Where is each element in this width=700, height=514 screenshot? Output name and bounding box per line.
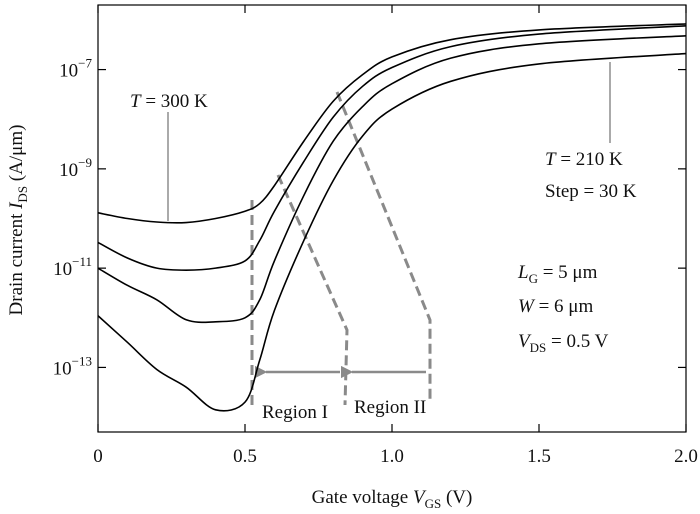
y-label-unit: (A/μm) <box>6 125 27 186</box>
y-label-sub: DS <box>15 186 30 203</box>
y-tick-base: 10 <box>59 61 78 82</box>
y-tick-exponent: −7 <box>78 56 92 71</box>
y-label-var: I <box>6 201 27 210</box>
series-line <box>97 25 687 271</box>
y-tick-exponent: −13 <box>72 353 92 368</box>
annotation-sub: DS <box>530 340 547 355</box>
annotation: T = 210 K <box>545 149 623 170</box>
x-label-var: V <box>413 487 427 508</box>
series-line <box>97 52 687 412</box>
x-tick-label: 2.0 <box>674 446 698 467</box>
annotation-sub: G <box>529 271 538 286</box>
y-axis-label: Drain current IDS (A/μm) <box>6 125 30 316</box>
annotation-var: V <box>518 331 532 352</box>
annotation-text: = 0.5 V <box>546 331 608 352</box>
annotation: Region I <box>262 402 328 423</box>
y-label-text: Drain current <box>6 209 27 316</box>
annotation-text: = 6 μm <box>534 296 594 317</box>
x-tick-label: 0 <box>93 446 103 467</box>
y-tick-base: 10 <box>59 160 78 181</box>
boundary-line <box>335 91 432 400</box>
annotation-text: = 5 μm <box>538 262 598 283</box>
annotation: LG = 5 μm <box>517 262 598 286</box>
annotation-text: = 210 K <box>556 149 623 170</box>
y-tick-base: 10 <box>53 358 72 379</box>
series-line <box>97 34 687 324</box>
annotation: T = 300 K <box>130 91 208 112</box>
annotation: W = 6 μm <box>518 296 593 317</box>
y-tick-exponent: −11 <box>72 254 92 269</box>
annotation-var: T <box>130 91 142 112</box>
y-tick-label: 10−7 <box>59 56 92 82</box>
annotation-var: T <box>545 149 557 170</box>
annotation-var: W <box>518 296 536 317</box>
series-line <box>97 23 687 224</box>
x-tick-label: 1.0 <box>380 446 404 467</box>
x-label-text: Gate voltage <box>312 487 413 508</box>
x-tick-label: 0.5 <box>233 446 257 467</box>
y-tick-exponent: −9 <box>78 155 92 170</box>
x-label-sub: GS <box>425 496 442 511</box>
annotation: Region II <box>354 397 426 418</box>
annotation-var: L <box>517 262 529 283</box>
x-tick-label: 1.5 <box>527 446 551 467</box>
x-axis-label: Gate voltage VGS (V) <box>312 487 473 511</box>
annotation-text: = 300 K <box>141 91 208 112</box>
y-tick-label: 10−9 <box>59 155 92 181</box>
plot-frame <box>97 4 687 433</box>
x-label-unit: (V) <box>441 487 472 508</box>
y-tick-label: 10−13 <box>53 353 92 379</box>
y-tick-label: 10−11 <box>53 254 92 280</box>
boundary-line <box>276 174 349 406</box>
annotation: VDS = 0.5 V <box>518 331 609 355</box>
y-tick-base: 10 <box>53 259 72 280</box>
series-layer <box>97 23 687 412</box>
annotation: Step = 30 K <box>545 181 637 202</box>
